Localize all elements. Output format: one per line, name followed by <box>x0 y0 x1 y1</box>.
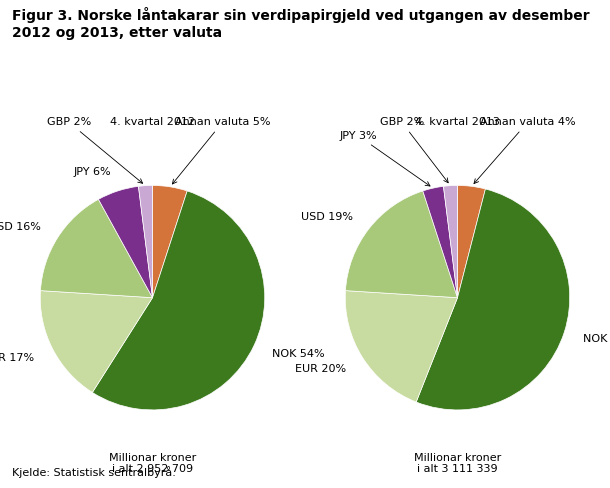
Wedge shape <box>40 199 152 298</box>
Text: Millionar kroner
i alt 3 111 339: Millionar kroner i alt 3 111 339 <box>414 452 501 474</box>
Wedge shape <box>40 291 152 392</box>
Text: 4. kvartal 2013: 4. kvartal 2013 <box>415 117 500 127</box>
Text: Millionar kroner
i alt 2 952 709: Millionar kroner i alt 2 952 709 <box>109 452 196 474</box>
Text: NOK 52%: NOK 52% <box>583 334 610 344</box>
Text: EUR 20%: EUR 20% <box>295 364 346 374</box>
Text: USD 19%: USD 19% <box>301 211 353 222</box>
Text: USD 16%: USD 16% <box>0 222 41 232</box>
Text: GBP 2%: GBP 2% <box>379 117 448 183</box>
Wedge shape <box>98 186 152 298</box>
Wedge shape <box>152 185 187 298</box>
Text: JPY 6%: JPY 6% <box>74 167 112 177</box>
Text: Kjelde: Statistisk sentralbyrå.: Kjelde: Statistisk sentralbyrå. <box>12 467 176 478</box>
Text: NOK 54%: NOK 54% <box>272 349 325 359</box>
Text: EUR 17%: EUR 17% <box>0 353 35 363</box>
Text: 4. kvartal 2012: 4. kvartal 2012 <box>110 117 195 127</box>
Text: Figur 3. Norske låntakarar sin verdipapirgjeld ved utgangen av desember
2012 og : Figur 3. Norske låntakarar sin verdipapi… <box>12 7 590 40</box>
Text: Annan valuta 4%: Annan valuta 4% <box>474 117 576 183</box>
Wedge shape <box>92 191 265 410</box>
Wedge shape <box>345 191 458 298</box>
Wedge shape <box>416 189 570 410</box>
Wedge shape <box>345 291 458 402</box>
Text: GBP 2%: GBP 2% <box>46 117 143 183</box>
Text: Annan valuta 5%: Annan valuta 5% <box>173 117 270 184</box>
Text: JPY 3%: JPY 3% <box>339 131 430 186</box>
Wedge shape <box>458 185 486 298</box>
Wedge shape <box>138 185 152 298</box>
Wedge shape <box>423 186 458 298</box>
Wedge shape <box>443 185 458 298</box>
